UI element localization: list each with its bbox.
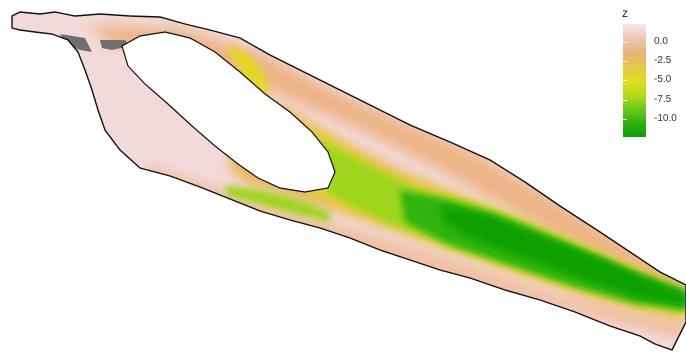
legend-tick-2: -5.0 <box>654 74 672 85</box>
legend-tick-mark-0 <box>623 42 627 43</box>
legend-tick-mark-3 <box>623 100 627 101</box>
depth-band-lower-arm <box>225 185 330 222</box>
depth-band-deep <box>440 205 686 306</box>
river-outline <box>11 11 686 351</box>
legend-tick-mark-1 <box>623 61 627 62</box>
island <box>121 31 336 193</box>
legend-tick-mark-2 <box>623 80 627 81</box>
legend-tick-4: -10.0 <box>654 113 677 124</box>
legend-colorbar <box>623 24 646 137</box>
legend-tick-0: 0.0 <box>654 36 668 47</box>
legend-gradient-fill <box>623 24 646 137</box>
legend-tick-1: -2.5 <box>654 55 672 66</box>
legend-title: z <box>622 6 628 20</box>
land-patch-left <box>60 34 92 52</box>
legend-tick-3: -7.5 <box>654 94 672 105</box>
legend-tick-mark-4 <box>623 119 627 120</box>
